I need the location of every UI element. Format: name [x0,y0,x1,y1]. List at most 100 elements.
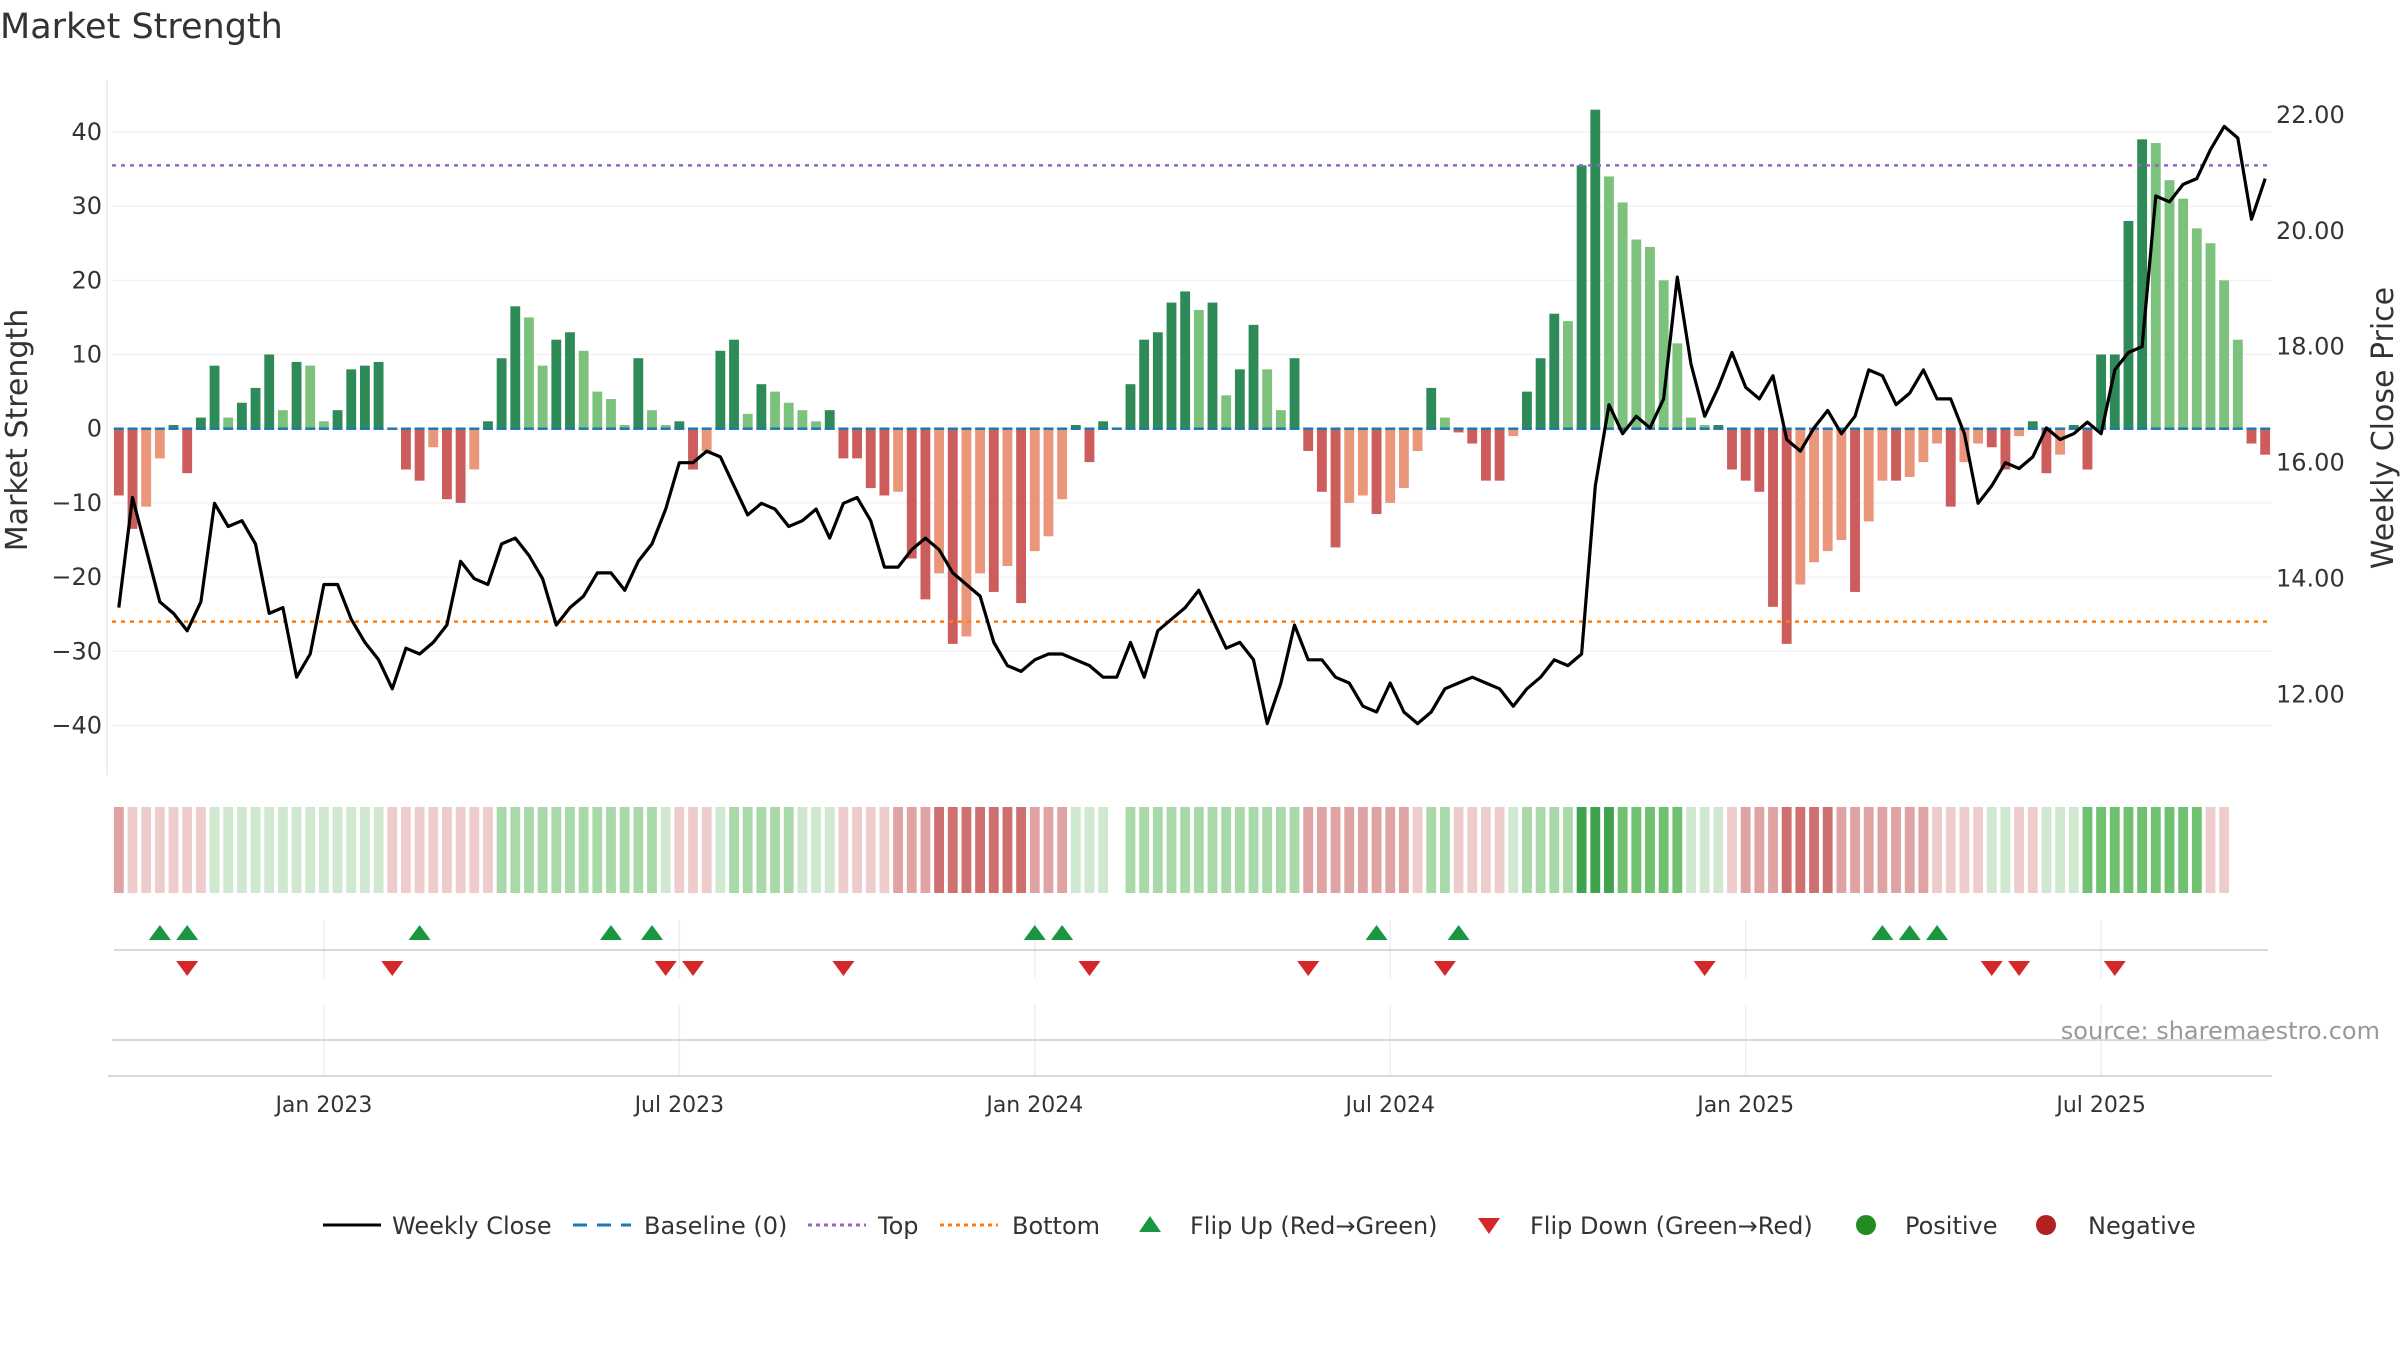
state-cell [688,807,698,893]
state-cell [1180,807,1191,893]
strength-bar [592,391,603,429]
strength-bar [1453,428,1464,433]
state-cell [113,807,124,893]
state-cell [1234,807,1245,893]
strength-bar [2219,280,2230,429]
strength-bar [537,365,548,429]
state-cell [1344,807,1355,893]
strength-bar [1973,428,1983,444]
strength-bar [688,428,698,470]
strength-bar [1057,428,1068,500]
strength-bar [1727,428,1737,470]
strength-bar [852,428,862,459]
state-cell [1754,807,1765,893]
state-cell [660,807,671,893]
legend-label: Baseline (0) [644,1212,787,1240]
state-cell [1494,807,1505,893]
strength-bar [1877,428,1888,481]
strength-bar [660,425,671,429]
strength-bar [2055,428,2066,455]
state-cell [1918,807,1929,893]
state-cell [1221,807,1232,893]
state-cell [1125,807,1136,893]
flip-markers [148,925,2126,976]
state-cell [1043,807,1054,893]
state-cell [701,807,712,893]
state-cell [2150,807,2161,893]
strength-bar [1713,425,1724,429]
state-cell [1330,807,1341,893]
strength-bar [1986,428,1997,448]
strength-bar [305,365,316,429]
state-cell [1604,807,1614,893]
strength-bar [2096,354,2107,429]
strength-bar [674,421,685,429]
strength-bar [1316,428,1327,492]
strength-bar [1945,428,1956,507]
state-cell [1713,807,1724,893]
state-cell [1932,807,1942,893]
state-cell [934,807,945,893]
strength-bar [1508,428,1519,437]
legend-swatch-flip-down [1478,1218,1500,1234]
strength-bar [729,339,739,429]
state-cell [2027,807,2038,893]
state-cell [2055,807,2066,893]
strength-bar [947,428,958,644]
strength-bar [1754,428,1765,492]
legend-label: Top [877,1212,919,1240]
state-cell [428,807,439,893]
strength-bar [2205,243,2216,429]
strength-bar [1125,384,1136,429]
strength-bar [1029,428,1040,552]
state-cell [1398,807,1409,893]
state-cell [346,807,357,893]
x-tick-label: Jul 2023 [633,1093,725,1118]
strength-bar [1932,428,1942,444]
strength-bar [1645,246,1655,429]
strength-bar [1193,310,1204,429]
y-tick-label: 40 [71,118,102,146]
flip-up-marker [1447,925,1470,940]
strength-bar [893,428,903,492]
legend-swatch-circle [2036,1215,2056,1235]
state-cell [318,807,329,893]
legend-label: Flip Down (Green→Red) [1530,1212,1813,1240]
strength-bar [1412,428,1423,451]
state-cell [524,807,534,893]
strength-bar [401,428,411,470]
y2-axis-title: Weekly Close Price [2366,287,2400,569]
strength-bar [264,354,275,429]
strength-bar [1809,428,1819,563]
state-cell [168,807,179,893]
state-cell [1535,807,1546,893]
state-cell [2137,807,2148,893]
strength-bar [2178,198,2189,429]
state-cell [1617,807,1628,893]
state-cell [305,807,316,893]
strength-bar [1522,391,1532,429]
state-cell [893,807,903,893]
strength-bar [2109,354,2120,429]
strength-bar [442,428,452,500]
strength-bar [1084,428,1095,463]
state-cell [1385,807,1396,893]
strength-bar [756,384,767,429]
strength-bar [1563,321,1573,429]
strength-bar [1166,302,1177,429]
strength-bar [236,402,247,429]
strength-bar [1904,428,1915,477]
flip-down-marker [682,961,705,976]
state-cell [127,807,138,893]
strength-bar [1398,428,1409,489]
strength-bar [496,358,507,429]
y-tick-label: 20 [71,266,102,294]
strength-bar [578,350,589,429]
strength-bar [1152,332,1163,429]
state-cell [783,807,794,893]
legend-label: Weekly Close [392,1212,552,1240]
state-cell [1590,807,1601,893]
state-cell [1207,807,1218,893]
state-cell [264,807,275,893]
state-cell [1904,807,1915,893]
